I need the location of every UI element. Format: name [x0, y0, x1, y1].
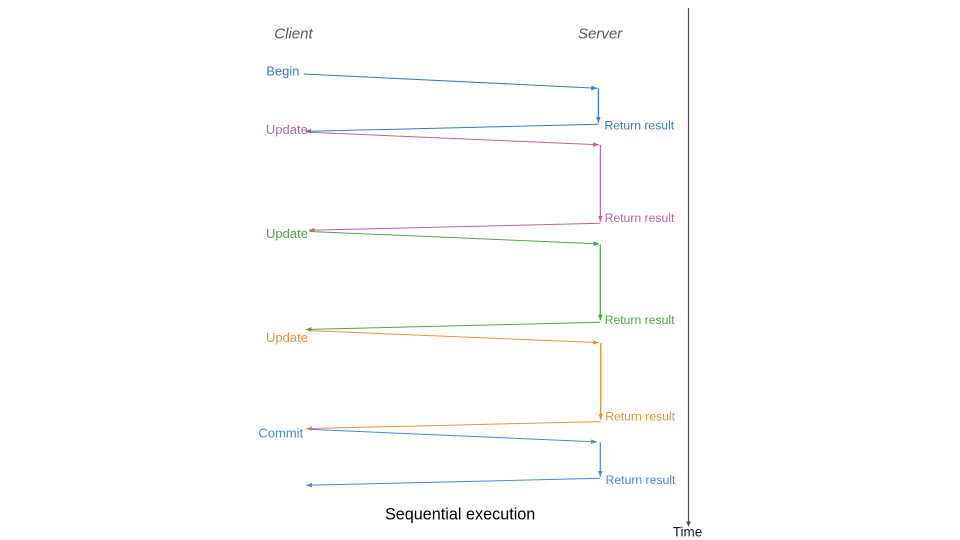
svg-text:Begin: Begin: [266, 64, 299, 79]
svg-text:Return result: Return result: [604, 119, 674, 133]
svg-text:Update: Update: [266, 122, 308, 137]
svg-text:Client: Client: [274, 26, 313, 43]
svg-text:Return result: Return result: [605, 313, 675, 327]
svg-text:Return result: Return result: [606, 473, 676, 487]
svg-text:Update: Update: [266, 226, 308, 241]
svg-text:Server: Server: [578, 26, 623, 43]
svg-text:Time: Time: [673, 525, 703, 540]
svg-text:Commit: Commit: [258, 426, 303, 441]
svg-text:Sequential execution: Sequential execution: [385, 506, 535, 524]
svg-text:Update: Update: [266, 330, 308, 345]
svg-text:Return result: Return result: [605, 409, 675, 423]
svg-text:Return result: Return result: [605, 211, 675, 225]
